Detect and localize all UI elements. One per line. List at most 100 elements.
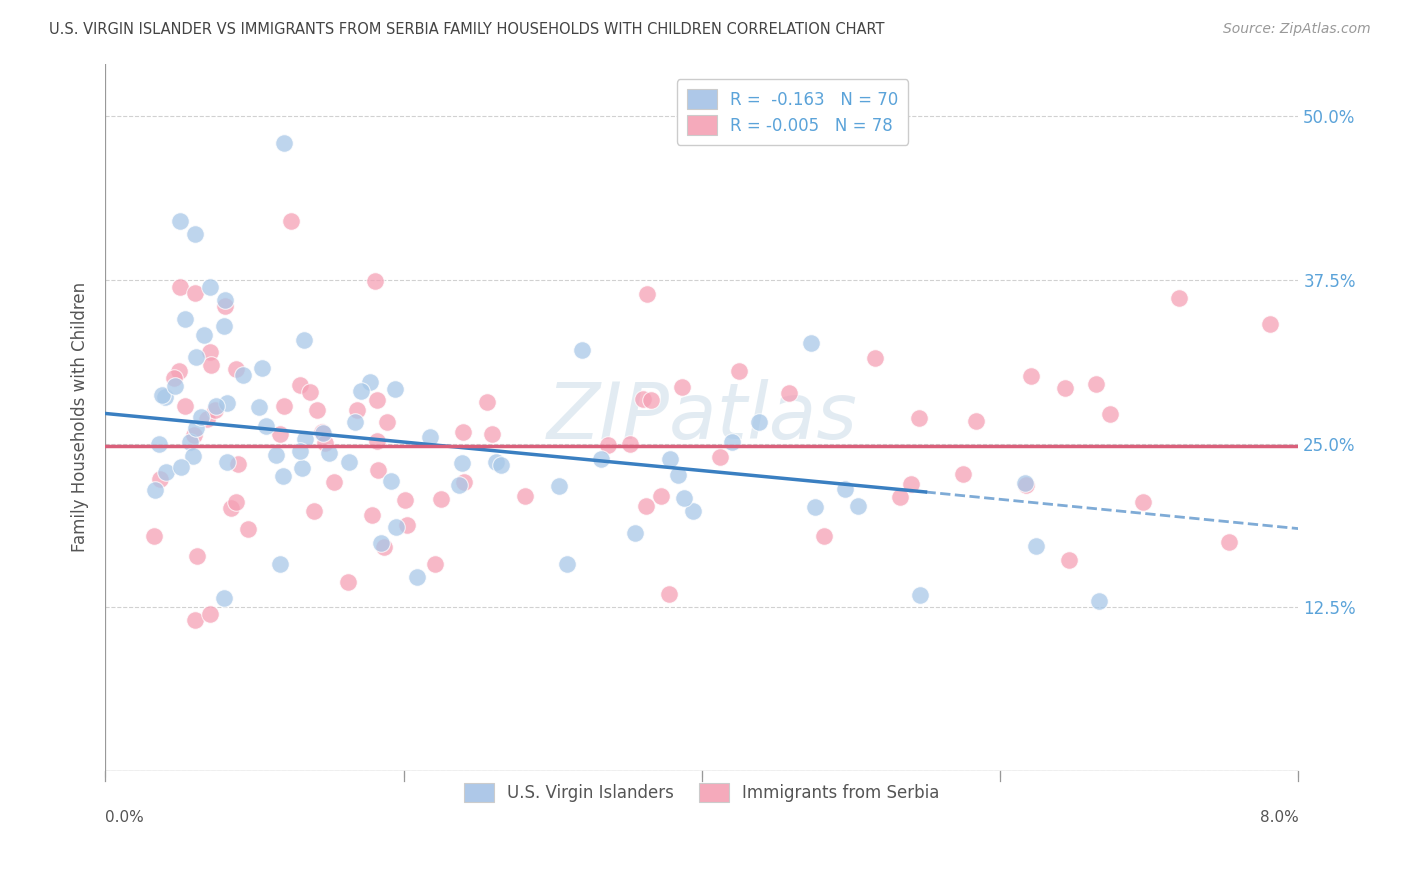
Legend: U.S. Virgin Islanders, Immigrants from Serbia: U.S. Virgin Islanders, Immigrants from S… <box>454 772 949 812</box>
Point <box>598 438 620 452</box>
Point <box>453 475 475 489</box>
Point <box>367 463 389 477</box>
Point <box>288 443 311 458</box>
Point <box>359 375 381 389</box>
Point <box>1168 291 1191 305</box>
Point <box>1132 494 1154 508</box>
Point <box>228 457 250 471</box>
Point <box>834 482 856 496</box>
Point <box>273 136 295 150</box>
Point <box>169 214 191 228</box>
Point <box>846 499 869 513</box>
Point <box>200 358 222 372</box>
Point <box>640 392 662 407</box>
Point <box>249 401 271 415</box>
Point <box>337 455 360 469</box>
Point <box>485 455 508 469</box>
Point <box>384 382 406 396</box>
Point <box>350 384 373 399</box>
Point <box>965 414 987 428</box>
Point <box>193 328 215 343</box>
Point <box>813 529 835 543</box>
Point <box>280 214 302 228</box>
Point <box>314 436 336 450</box>
Point <box>307 403 329 417</box>
Point <box>1014 475 1036 490</box>
Point <box>1019 368 1042 383</box>
Point <box>377 415 399 429</box>
Point <box>366 393 388 408</box>
Point <box>214 299 236 313</box>
Point <box>181 450 204 464</box>
Point <box>150 388 173 402</box>
Point <box>366 434 388 449</box>
Point <box>336 574 359 589</box>
Point <box>671 380 693 394</box>
Point <box>682 503 704 517</box>
Point <box>804 500 827 514</box>
Point <box>183 286 205 301</box>
Point <box>198 345 221 359</box>
Point <box>214 293 236 307</box>
Point <box>212 591 235 605</box>
Point <box>149 471 172 485</box>
Point <box>212 318 235 333</box>
Point <box>174 312 197 326</box>
Point <box>658 587 681 601</box>
Point <box>179 435 201 450</box>
Point <box>634 499 657 513</box>
Point <box>361 508 384 522</box>
Point <box>1088 594 1111 608</box>
Point <box>406 570 429 584</box>
Point <box>720 434 742 449</box>
Point <box>269 557 291 571</box>
Point <box>571 343 593 358</box>
Point <box>659 451 682 466</box>
Point <box>1024 539 1046 553</box>
Point <box>221 500 243 515</box>
Point <box>555 557 578 571</box>
Point <box>204 402 226 417</box>
Point <box>162 371 184 385</box>
Point <box>747 415 769 429</box>
Point <box>394 493 416 508</box>
Point <box>1015 478 1038 492</box>
Point <box>271 469 294 483</box>
Point <box>447 478 470 492</box>
Point <box>1218 534 1240 549</box>
Point <box>217 454 239 468</box>
Point <box>900 476 922 491</box>
Point <box>318 445 340 459</box>
Point <box>373 540 395 554</box>
Point <box>709 450 731 464</box>
Point <box>346 403 368 417</box>
Point <box>236 522 259 536</box>
Point <box>1098 407 1121 421</box>
Point <box>198 607 221 621</box>
Point <box>619 437 641 451</box>
Point <box>1057 553 1080 567</box>
Text: 0.0%: 0.0% <box>105 810 143 824</box>
Point <box>451 456 474 470</box>
Point <box>198 279 221 293</box>
Text: 8.0%: 8.0% <box>1260 810 1298 824</box>
Point <box>269 427 291 442</box>
Point <box>475 395 498 409</box>
Point <box>631 392 654 406</box>
Point <box>419 430 441 444</box>
Point <box>423 557 446 571</box>
Point <box>1053 381 1076 395</box>
Point <box>591 452 613 467</box>
Point <box>153 390 176 404</box>
Point <box>636 287 658 301</box>
Point <box>453 425 475 439</box>
Point <box>727 363 749 377</box>
Point <box>273 399 295 413</box>
Point <box>1258 317 1281 331</box>
Point <box>183 227 205 242</box>
Point <box>167 364 190 378</box>
Point <box>650 489 672 503</box>
Point <box>169 279 191 293</box>
Point <box>225 495 247 509</box>
Point <box>294 433 316 447</box>
